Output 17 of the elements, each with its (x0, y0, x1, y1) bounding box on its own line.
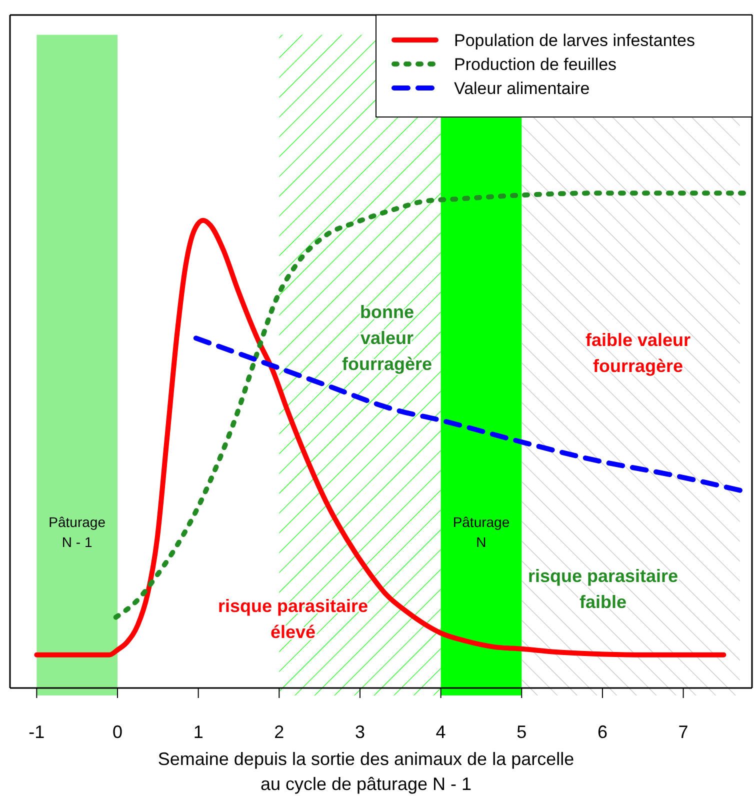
x-tick-label: 4 (436, 722, 446, 742)
x-axis-title: Semaine depuis la sortie des animaux de la parcelle au cycle de pâturage N - 1 (158, 749, 574, 794)
x-tick-label: 0 (112, 722, 123, 742)
legend-label: Valeur alimentaire (454, 79, 590, 98)
x-tick-label: 5 (516, 722, 527, 742)
annotation: risque parasitaire faible (528, 566, 678, 612)
annotation: faible valeur fourragère (585, 330, 691, 376)
band-label: Pâturage N (452, 514, 510, 550)
x-tick-label: 1 (193, 722, 204, 742)
x-tick-label: -1 (28, 722, 45, 742)
band-label: Pâturage N - 1 (48, 514, 106, 550)
x-tick-label: 6 (597, 722, 608, 742)
x-tick-label: 7 (678, 722, 688, 742)
x-tick-label: 2 (274, 722, 284, 742)
legend-label: Population de larves infestantes (454, 31, 695, 50)
x-tick-label: 3 (354, 722, 365, 742)
legend-label: Production de feuilles (454, 55, 617, 74)
